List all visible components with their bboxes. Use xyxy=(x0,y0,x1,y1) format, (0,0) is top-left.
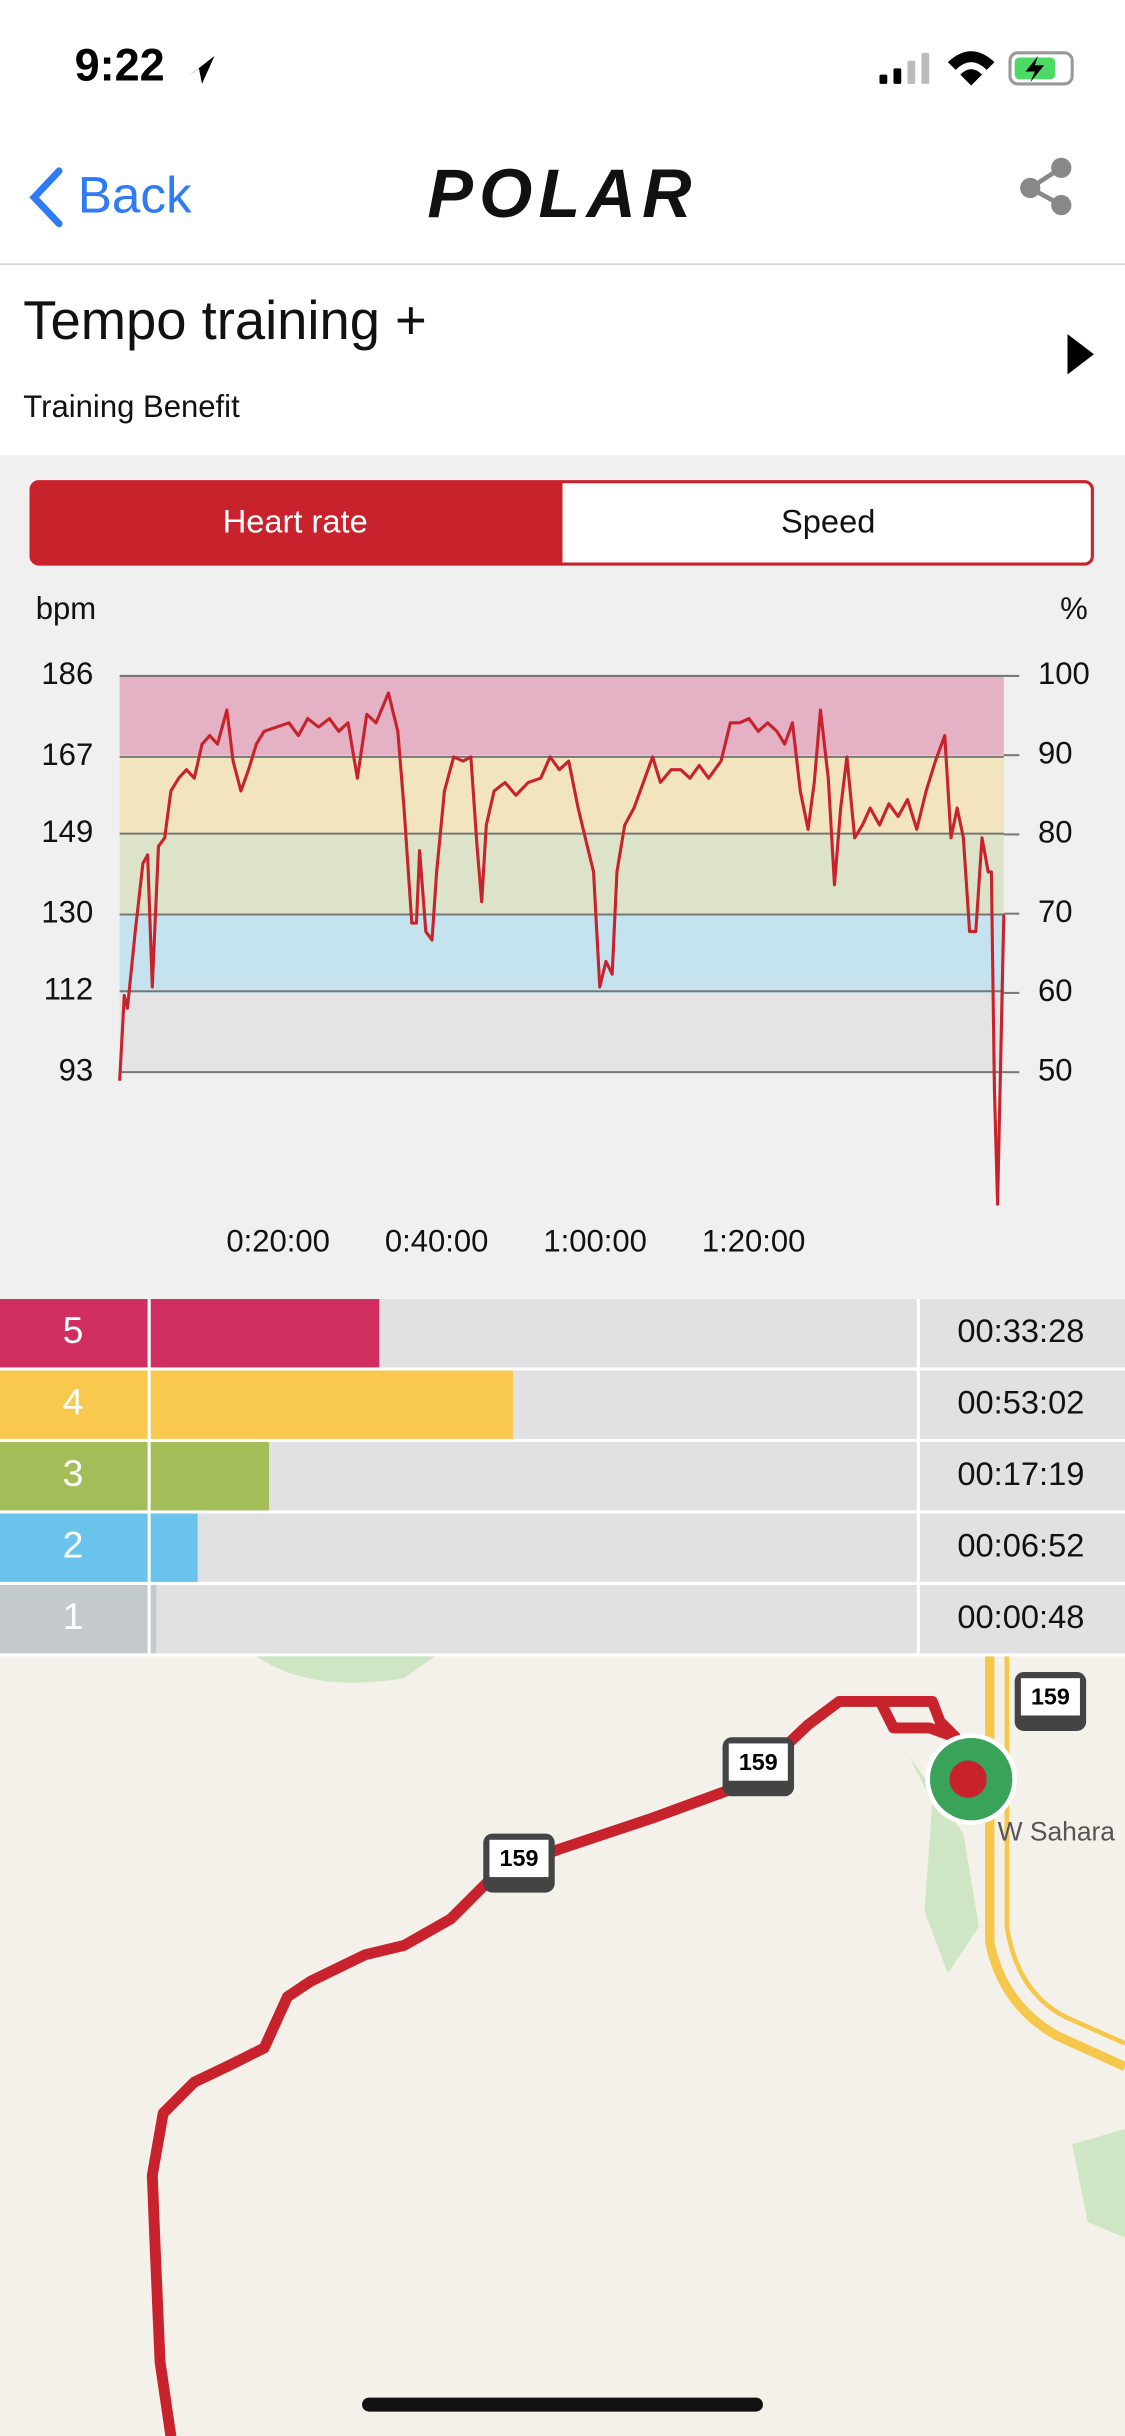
signal xyxy=(879,52,930,84)
park xyxy=(256,1656,436,1683)
zone-cell xyxy=(0,1370,148,1439)
x-tick-label: 1:00:00 xyxy=(543,1223,647,1258)
workout-title: Tempo training + xyxy=(23,290,427,351)
tab-speed[interactable]: Speed xyxy=(781,502,875,539)
zone-time: 00:33:28 xyxy=(957,1312,1084,1349)
tab-active[interactable] xyxy=(31,481,563,565)
y-tick-label: 167 xyxy=(41,737,93,772)
polar-logo: POLAR xyxy=(427,156,697,232)
zone-time: 00:06:52 xyxy=(957,1526,1084,1563)
tab-heart-rate[interactable]: Heart rate xyxy=(223,502,368,539)
y2-tick-label: 100 xyxy=(1038,656,1090,691)
location-icon xyxy=(186,55,215,84)
zone-bar xyxy=(150,1299,380,1368)
zone-band xyxy=(119,834,1004,914)
y2-tick-label: 80 xyxy=(1038,815,1073,850)
road xyxy=(985,1656,1125,2071)
zone-number: 1 xyxy=(63,1595,84,1637)
zone-time: 00:53:02 xyxy=(957,1383,1084,1420)
zone-band xyxy=(119,675,1004,756)
y2-tick-label: 70 xyxy=(1038,894,1073,929)
top-bar xyxy=(0,0,1125,265)
zone-number: 4 xyxy=(63,1381,84,1423)
zone-number: 5 xyxy=(63,1309,84,1351)
shield-label: 159 xyxy=(500,1845,539,1871)
road xyxy=(1004,1656,1125,2046)
zone-time: 00:17:19 xyxy=(957,1455,1084,1492)
zone-cell xyxy=(0,1299,148,1368)
road-shield: 159 xyxy=(1014,1671,1087,1732)
zone-time-cell xyxy=(919,1441,1125,1511)
zone-time-cell xyxy=(919,1370,1125,1439)
charging-icon xyxy=(1025,55,1045,83)
zone-time-cell xyxy=(919,1299,1125,1368)
zone-bar xyxy=(150,1513,198,1582)
y2-tick-label: 90 xyxy=(1038,735,1073,770)
wifi-icon xyxy=(947,51,995,86)
zone-time-cell xyxy=(919,1584,1125,1654)
zone-cell xyxy=(0,1584,148,1654)
road-shield: 159 xyxy=(483,1833,555,1893)
route xyxy=(146,1696,962,2436)
clock: 9:22 xyxy=(75,39,165,90)
street-label: W Sahara xyxy=(998,1817,1116,1847)
road-shield: 159 xyxy=(722,1737,795,1797)
y2-tick-label: 60 xyxy=(1038,973,1073,1008)
zone-band xyxy=(119,913,1004,993)
zone-number: 3 xyxy=(63,1452,84,1494)
heart-rate-line xyxy=(118,691,1006,1206)
x-tick-label: 0:20:00 xyxy=(226,1223,330,1258)
y-axis-label: bpm xyxy=(36,591,96,626)
shield-label: 159 xyxy=(739,1749,778,1775)
park xyxy=(1072,2128,1125,2238)
y2-axis-label: % xyxy=(1060,591,1088,626)
zone-track xyxy=(150,1441,917,1511)
park xyxy=(909,1755,979,1974)
y-tick-label: 112 xyxy=(44,971,94,1006)
y-tick-label: 149 xyxy=(41,814,93,849)
start-dot xyxy=(949,1760,987,1798)
zone-cell xyxy=(0,1441,148,1511)
zone-table: 5 00:33:28 4 00:53:02 3 00:17:19 2 00:06:52 1 00:… xyxy=(0,1299,1125,1654)
y-tick-label: 93 xyxy=(59,1052,94,1087)
share-button[interactable] xyxy=(1020,157,1072,216)
zone-band xyxy=(119,992,1004,1073)
workout-subtitle: Training Benefit xyxy=(23,389,240,424)
zone-bar xyxy=(150,1370,513,1439)
zone-time-cell xyxy=(919,1513,1125,1582)
map: 159 159 159 W Sahara xyxy=(0,1656,1125,2436)
zone-time: 00:00:48 xyxy=(957,1598,1084,1635)
x-tick-label: 1:20:00 xyxy=(702,1223,806,1258)
zone-track xyxy=(150,1584,917,1654)
y-tick-label: 186 xyxy=(41,656,93,691)
home-indicator xyxy=(362,2397,763,2412)
zone-bar xyxy=(150,1441,269,1511)
zone-bar xyxy=(150,1584,157,1654)
expand-arrow[interactable] xyxy=(1067,334,1094,375)
shield-label: 159 xyxy=(1031,1684,1070,1710)
back-button[interactable]: Back xyxy=(78,166,192,223)
x-tick-label: 0:40:00 xyxy=(385,1223,489,1258)
battery xyxy=(1008,51,1074,86)
zone-number: 2 xyxy=(63,1523,84,1565)
y2-tick-label: 50 xyxy=(1038,1052,1073,1087)
back-chevron[interactable] xyxy=(29,167,63,228)
zone-track xyxy=(150,1513,917,1582)
zone-cell xyxy=(0,1513,148,1582)
y-tick-label: 130 xyxy=(41,895,93,930)
